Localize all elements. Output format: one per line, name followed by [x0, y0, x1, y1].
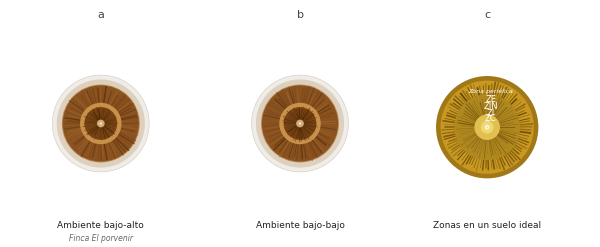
- Circle shape: [448, 88, 527, 166]
- Text: Zona periélica: Zona periélica: [469, 89, 513, 94]
- Circle shape: [299, 123, 301, 124]
- Circle shape: [80, 103, 122, 144]
- Text: ZE: ZE: [485, 95, 496, 104]
- Circle shape: [442, 82, 533, 172]
- Circle shape: [296, 120, 304, 127]
- Circle shape: [57, 80, 145, 168]
- Circle shape: [487, 126, 488, 128]
- Text: c: c: [484, 10, 490, 20]
- Circle shape: [262, 85, 338, 162]
- Circle shape: [451, 91, 523, 164]
- Circle shape: [448, 88, 526, 166]
- Circle shape: [448, 87, 527, 167]
- Text: Ambiente bajo-bajo: Ambiente bajo-bajo: [256, 221, 344, 230]
- Circle shape: [443, 83, 532, 171]
- Circle shape: [450, 90, 524, 164]
- Circle shape: [251, 75, 349, 172]
- Circle shape: [85, 107, 117, 140]
- Text: a: a: [97, 10, 104, 20]
- Circle shape: [446, 86, 529, 168]
- Circle shape: [449, 89, 525, 165]
- Circle shape: [475, 114, 500, 140]
- Circle shape: [97, 120, 104, 127]
- Text: ZI: ZI: [487, 108, 495, 118]
- Circle shape: [454, 94, 520, 160]
- Circle shape: [446, 86, 528, 168]
- Text: ZC: ZC: [485, 114, 497, 124]
- Circle shape: [453, 93, 521, 162]
- Circle shape: [444, 84, 530, 170]
- Circle shape: [446, 87, 528, 168]
- Circle shape: [442, 82, 533, 173]
- Circle shape: [100, 123, 102, 124]
- Circle shape: [443, 83, 532, 172]
- Circle shape: [256, 80, 344, 168]
- Circle shape: [445, 85, 529, 169]
- Circle shape: [452, 92, 522, 162]
- Circle shape: [451, 91, 523, 163]
- Circle shape: [452, 92, 523, 163]
- Circle shape: [449, 89, 526, 166]
- Circle shape: [451, 91, 524, 164]
- Circle shape: [261, 84, 339, 163]
- Text: Finca El porvenir: Finca El porvenir: [69, 234, 133, 243]
- Circle shape: [62, 84, 140, 163]
- Circle shape: [445, 85, 530, 170]
- Circle shape: [449, 89, 526, 165]
- Circle shape: [445, 85, 529, 169]
- Text: Ambiente bajo-alto: Ambiente bajo-alto: [58, 221, 144, 230]
- Circle shape: [284, 107, 316, 140]
- Text: b: b: [296, 10, 304, 20]
- Circle shape: [436, 76, 538, 178]
- Circle shape: [444, 84, 530, 170]
- Circle shape: [63, 85, 139, 162]
- Circle shape: [440, 81, 534, 174]
- Circle shape: [481, 121, 494, 134]
- Circle shape: [279, 103, 321, 144]
- Circle shape: [52, 75, 149, 172]
- Circle shape: [447, 87, 527, 167]
- Circle shape: [450, 90, 524, 165]
- Circle shape: [485, 125, 490, 130]
- Text: ZIN: ZIN: [484, 102, 498, 111]
- Circle shape: [442, 82, 532, 172]
- Text: Zonas en un suelo ideal: Zonas en un suelo ideal: [433, 221, 541, 230]
- Circle shape: [443, 83, 531, 171]
- Circle shape: [452, 93, 522, 162]
